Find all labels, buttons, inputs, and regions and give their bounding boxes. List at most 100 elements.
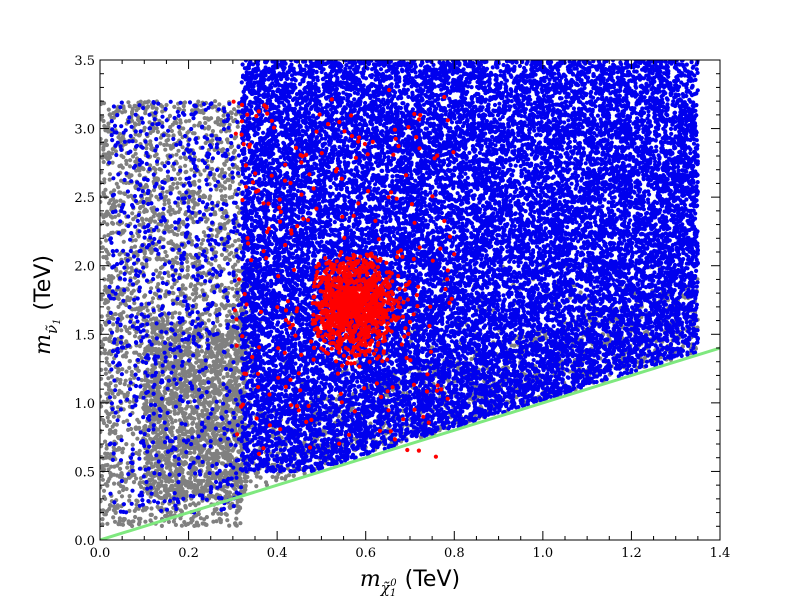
data-point — [263, 480, 269, 485]
data-point — [189, 167, 194, 172]
data-point — [129, 372, 134, 378]
data-point — [189, 445, 194, 450]
data-point — [137, 448, 142, 453]
data-point — [173, 372, 178, 377]
data-point — [172, 104, 177, 109]
data-point — [107, 336, 112, 341]
data-point — [108, 427, 113, 433]
data-point — [125, 465, 130, 470]
data-point — [188, 372, 193, 377]
data-point — [234, 510, 239, 515]
data-point — [186, 369, 191, 374]
data-point — [232, 294, 237, 299]
data-point — [107, 363, 112, 368]
data-point — [174, 386, 180, 391]
data-point — [192, 131, 197, 136]
data-point — [152, 176, 157, 181]
data-point — [238, 521, 243, 526]
data-point — [224, 255, 229, 260]
data-point — [234, 165, 240, 170]
data-point — [164, 189, 170, 194]
data-point — [221, 455, 226, 460]
data-point — [109, 464, 114, 469]
data-point — [134, 506, 139, 511]
data-point — [166, 375, 171, 380]
data-point — [227, 195, 232, 200]
data-point — [230, 286, 235, 291]
data-point — [148, 317, 154, 322]
data-point — [103, 439, 108, 444]
data-point — [179, 325, 184, 330]
data-point — [197, 178, 202, 183]
data-point — [136, 452, 142, 457]
data-point — [136, 426, 141, 431]
data-point — [123, 378, 128, 383]
data-point — [173, 522, 178, 528]
data-point — [149, 454, 154, 459]
data-point — [129, 464, 134, 469]
data-point — [191, 205, 196, 210]
data-point — [578, 290, 583, 295]
data-point — [225, 313, 230, 318]
data-point — [107, 177, 112, 182]
data-point — [149, 286, 154, 291]
data-point — [101, 159, 106, 165]
data-point — [218, 391, 223, 396]
data-point — [208, 352, 213, 357]
data-point — [102, 220, 107, 225]
data-point — [223, 511, 228, 516]
data-point — [185, 259, 190, 264]
data-point — [137, 222, 142, 227]
data-point — [173, 418, 178, 423]
data-point — [233, 521, 238, 526]
data-point — [224, 489, 229, 494]
data-point — [110, 230, 115, 235]
data-point — [121, 419, 126, 425]
data-point — [192, 416, 197, 421]
data-point — [132, 350, 137, 355]
data-point — [168, 212, 173, 217]
data-point — [197, 463, 202, 468]
data-point — [216, 451, 221, 456]
data-point — [104, 391, 109, 396]
data-point — [153, 435, 158, 440]
data-point — [166, 336, 171, 342]
data-point — [131, 288, 136, 293]
data-point — [226, 352, 231, 357]
data-point — [180, 303, 186, 308]
data-point — [213, 408, 219, 413]
data-point — [113, 214, 118, 219]
data-point — [112, 395, 117, 400]
data-point — [100, 417, 103, 422]
data-point — [140, 508, 146, 513]
data-point — [170, 285, 175, 290]
data-point — [168, 125, 173, 130]
data-point — [106, 467, 111, 472]
data-point — [120, 450, 125, 455]
data-point — [162, 404, 167, 409]
data-point — [210, 494, 215, 499]
data-point — [187, 296, 192, 301]
data-point — [206, 401, 211, 406]
data-point — [105, 260, 110, 265]
data-point — [151, 328, 156, 333]
data-point — [106, 211, 111, 217]
data-point — [124, 328, 130, 333]
data-point — [107, 172, 112, 177]
data-point — [146, 407, 151, 412]
data-point — [101, 145, 106, 150]
data-point — [112, 507, 117, 512]
data-point — [127, 270, 132, 276]
data-point — [189, 516, 194, 522]
data-point — [116, 135, 121, 140]
data-point — [149, 379, 154, 384]
data-point — [192, 390, 198, 395]
data-point — [111, 414, 116, 419]
data-point — [188, 365, 193, 370]
data-points — [100, 60, 701, 529]
data-point — [210, 340, 215, 345]
data-point — [204, 515, 209, 520]
data-point — [199, 241, 204, 246]
data-point — [206, 124, 211, 129]
data-point — [239, 479, 244, 484]
